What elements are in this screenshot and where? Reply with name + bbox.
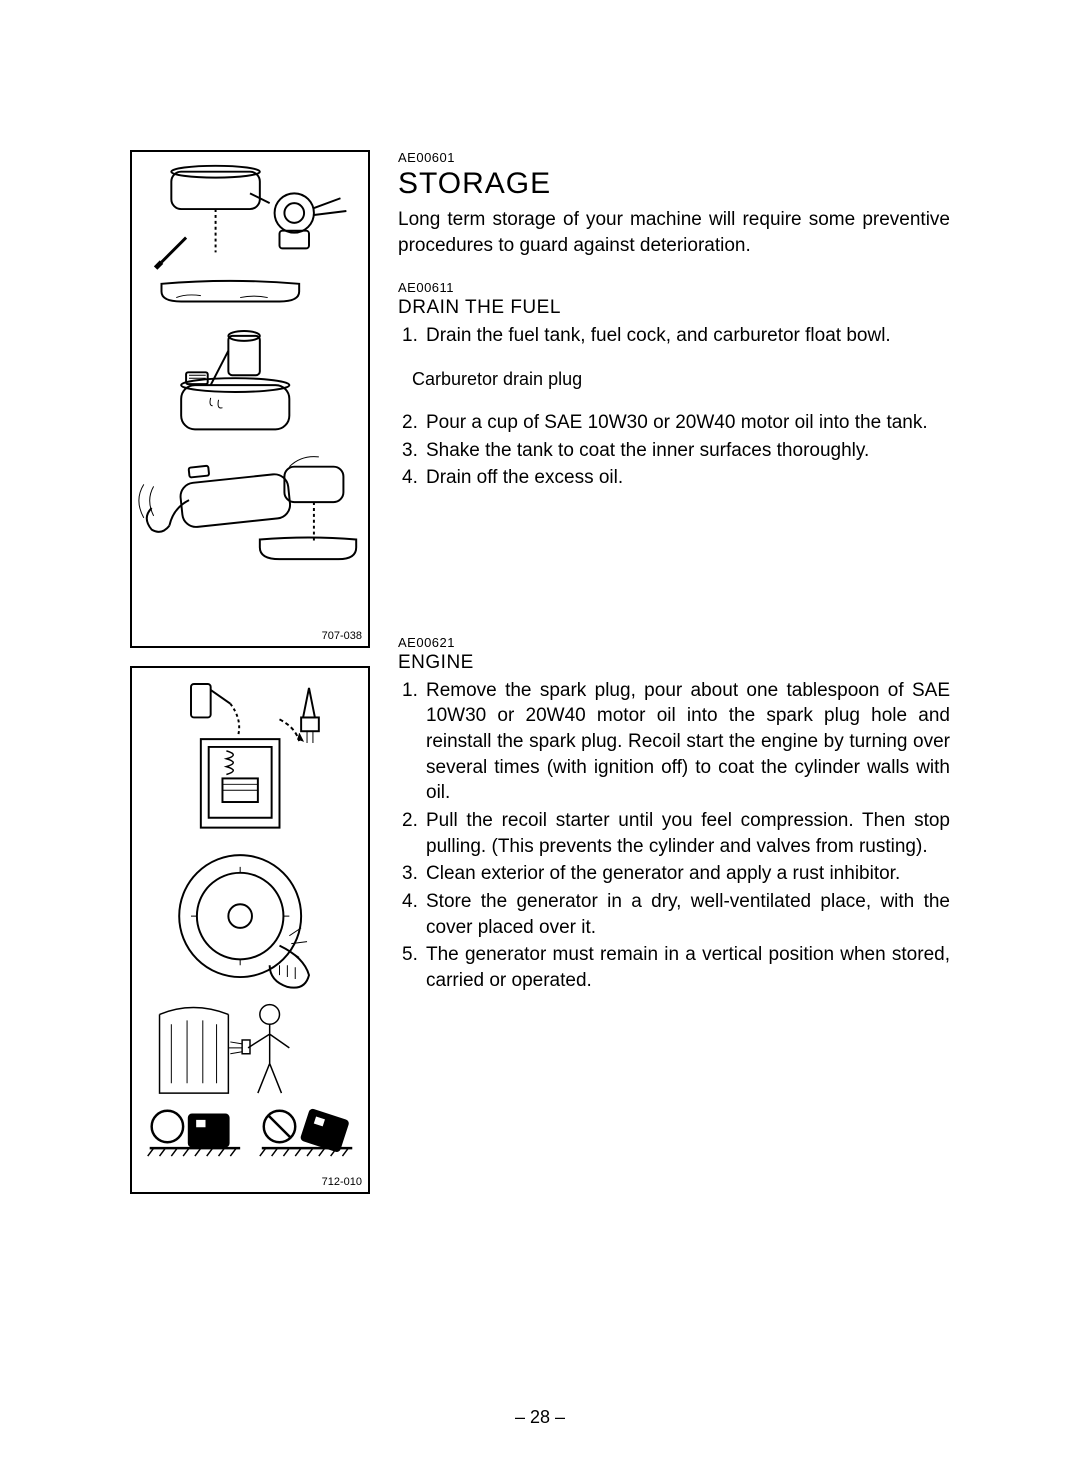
ref-code: AE00611 xyxy=(398,280,950,295)
step-text: Shake the tank to coat the inner surface… xyxy=(426,440,869,461)
illustration-caption: 707-038 xyxy=(132,628,368,646)
ref-code: AE00621 xyxy=(398,635,950,650)
page-title: STORAGE xyxy=(398,167,950,201)
list-item: 2.Pull the recoil starter until you feel… xyxy=(398,808,950,859)
step-text: Drain off the excess oil. xyxy=(426,467,623,488)
illustration-engine: 712-010 xyxy=(130,666,370,1194)
illustration-caption: 712-010 xyxy=(132,1174,368,1192)
step-text: Drain the fuel tank, fuel cock, and carb… xyxy=(426,325,891,346)
fuel-drain-svg xyxy=(132,152,368,628)
list-item: 5.The generator must remain in a vertica… xyxy=(398,942,950,993)
list-item: 3.Shake the tank to coat the inner surfa… xyxy=(398,438,950,464)
engine-steps: 1.Remove the spark plug, pour about one … xyxy=(398,678,950,994)
drain-steps-1: 1.Drain the fuel tank, fuel cock, and ca… xyxy=(398,323,950,349)
list-item: 1.Drain the fuel tank, fuel cock, and ca… xyxy=(398,323,950,349)
note-text: Carburetor drain plug xyxy=(412,369,582,389)
text-column: AE00601 STORAGE Long term storage of you… xyxy=(398,150,950,1212)
illustration-column: 707-038 xyxy=(130,150,370,1212)
list-item: 2.Pour a cup of SAE 10W30 or 20W40 motor… xyxy=(398,410,950,436)
list-item: 4.Store the generator in a dry, well-ven… xyxy=(398,889,950,940)
engine-section: AE00621 ENGINE 1.Remove the spark plug, … xyxy=(398,635,950,994)
step-text: Store the generator in a dry, well-venti… xyxy=(426,891,950,938)
page-number: – 28 – xyxy=(0,1407,1080,1428)
step-text: Pour a cup of SAE 10W30 or 20W40 motor o… xyxy=(426,412,928,433)
step-text: Pull the recoil starter until you feel c… xyxy=(426,810,950,857)
ref-code: AE00601 xyxy=(398,150,950,165)
step-text: The generator must remain in a vertical … xyxy=(426,944,950,991)
section-heading-drain: DRAIN THE FUEL xyxy=(398,297,950,319)
list-item: 4.Drain off the excess oil. xyxy=(398,465,950,491)
manual-page: 707-038 xyxy=(0,0,1080,1484)
section-heading-engine: ENGINE xyxy=(398,652,950,674)
drain-steps-2: 2.Pour a cup of SAE 10W30 or 20W40 motor… xyxy=(398,410,950,491)
list-item: 3.Clean exterior of the generator and ap… xyxy=(398,861,950,887)
step-text: Clean exterior of the generator and appl… xyxy=(426,863,900,884)
step-text: Remove the spark plug, pour about one ta… xyxy=(426,680,950,804)
illustration-fuel-drain: 707-038 xyxy=(130,150,370,648)
two-column-layout: 707-038 xyxy=(130,150,950,1212)
note-box: Carburetor drain plug xyxy=(402,363,950,396)
intro-paragraph: Long term storage of your machine will r… xyxy=(398,207,950,258)
engine-svg xyxy=(132,668,368,1174)
spacer xyxy=(398,505,950,623)
list-item: 1.Remove the spark plug, pour about one … xyxy=(398,678,950,806)
